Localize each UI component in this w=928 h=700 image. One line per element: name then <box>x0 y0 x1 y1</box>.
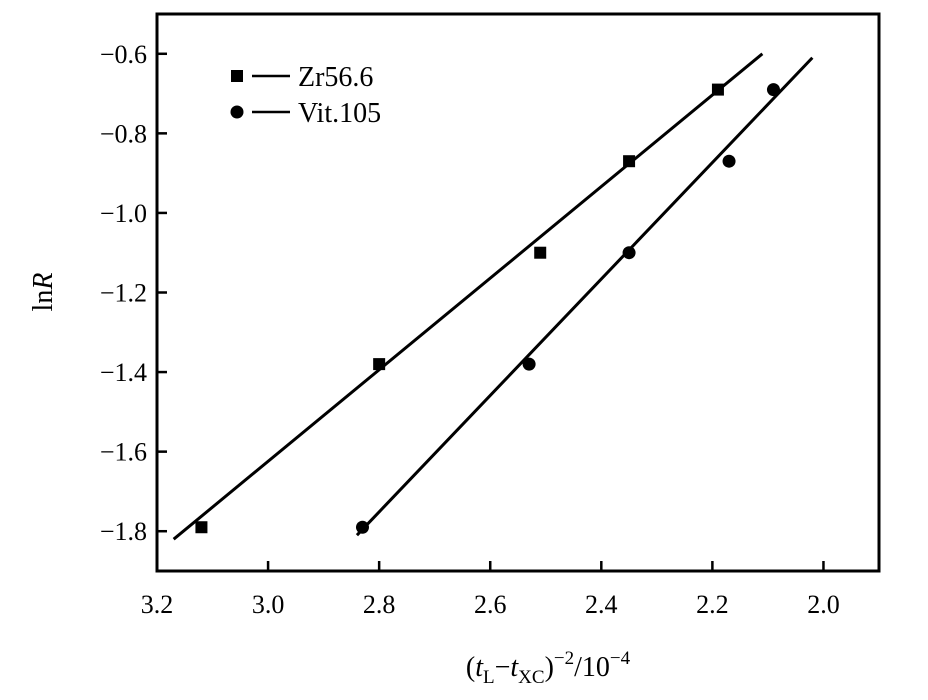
ticks: 3.2 3.0 2.8 2.6 2.4 2.2 2.0 −0.6 −0.8 −1.0 −1.2 −1.… <box>100 40 840 619</box>
square-point <box>711 83 724 96</box>
y-tick-label: −1.6 <box>100 438 147 467</box>
fit-line-1 <box>355 56 814 537</box>
circle-point <box>522 357 536 371</box>
legend-marker-square <box>231 70 243 82</box>
x-tick-label: 3.0 <box>252 590 285 619</box>
legend-marker-circle <box>230 105 244 119</box>
y-tick-label: −0.8 <box>100 119 147 148</box>
x-tick-label: 2.0 <box>807 590 840 619</box>
x-tick-label: 3.2 <box>141 590 174 619</box>
fit-lines <box>172 52 814 541</box>
square-point <box>534 246 547 259</box>
square-point <box>373 358 386 371</box>
y-axis-label-variable: R <box>28 273 59 291</box>
legend-label: Vit.105 <box>298 98 381 129</box>
y-tick-label: −1.4 <box>100 358 147 387</box>
circle-point <box>766 83 780 97</box>
legend: Zr56.6 Vit.105 <box>230 62 381 129</box>
fit-line-0 <box>172 52 764 541</box>
x-tick-label: 2.2 <box>696 590 729 619</box>
circle-point <box>722 154 736 168</box>
square-point <box>623 155 636 168</box>
y-tick-label: −1.2 <box>100 279 147 308</box>
y-tick-label: −0.6 <box>100 40 147 69</box>
x-axis-label: (tL−tXC)−2/10−4 <box>466 648 631 688</box>
x-tick-label: 2.8 <box>363 590 396 619</box>
x-tick-label: 2.4 <box>585 590 618 619</box>
plot-frame <box>155 12 881 573</box>
y-axis-label-prefix: ln <box>28 290 59 312</box>
y-tick-label: −1.0 <box>100 199 147 228</box>
legend-label: Zr56.6 <box>298 62 373 93</box>
circle-point <box>355 520 369 534</box>
data-points <box>195 83 780 534</box>
circle-point <box>622 246 636 260</box>
y-axis-label: lnR <box>28 273 59 312</box>
x-tick-label: 2.6 <box>474 590 507 619</box>
square-point <box>195 521 208 534</box>
y-tick-label: −1.8 <box>100 517 147 546</box>
